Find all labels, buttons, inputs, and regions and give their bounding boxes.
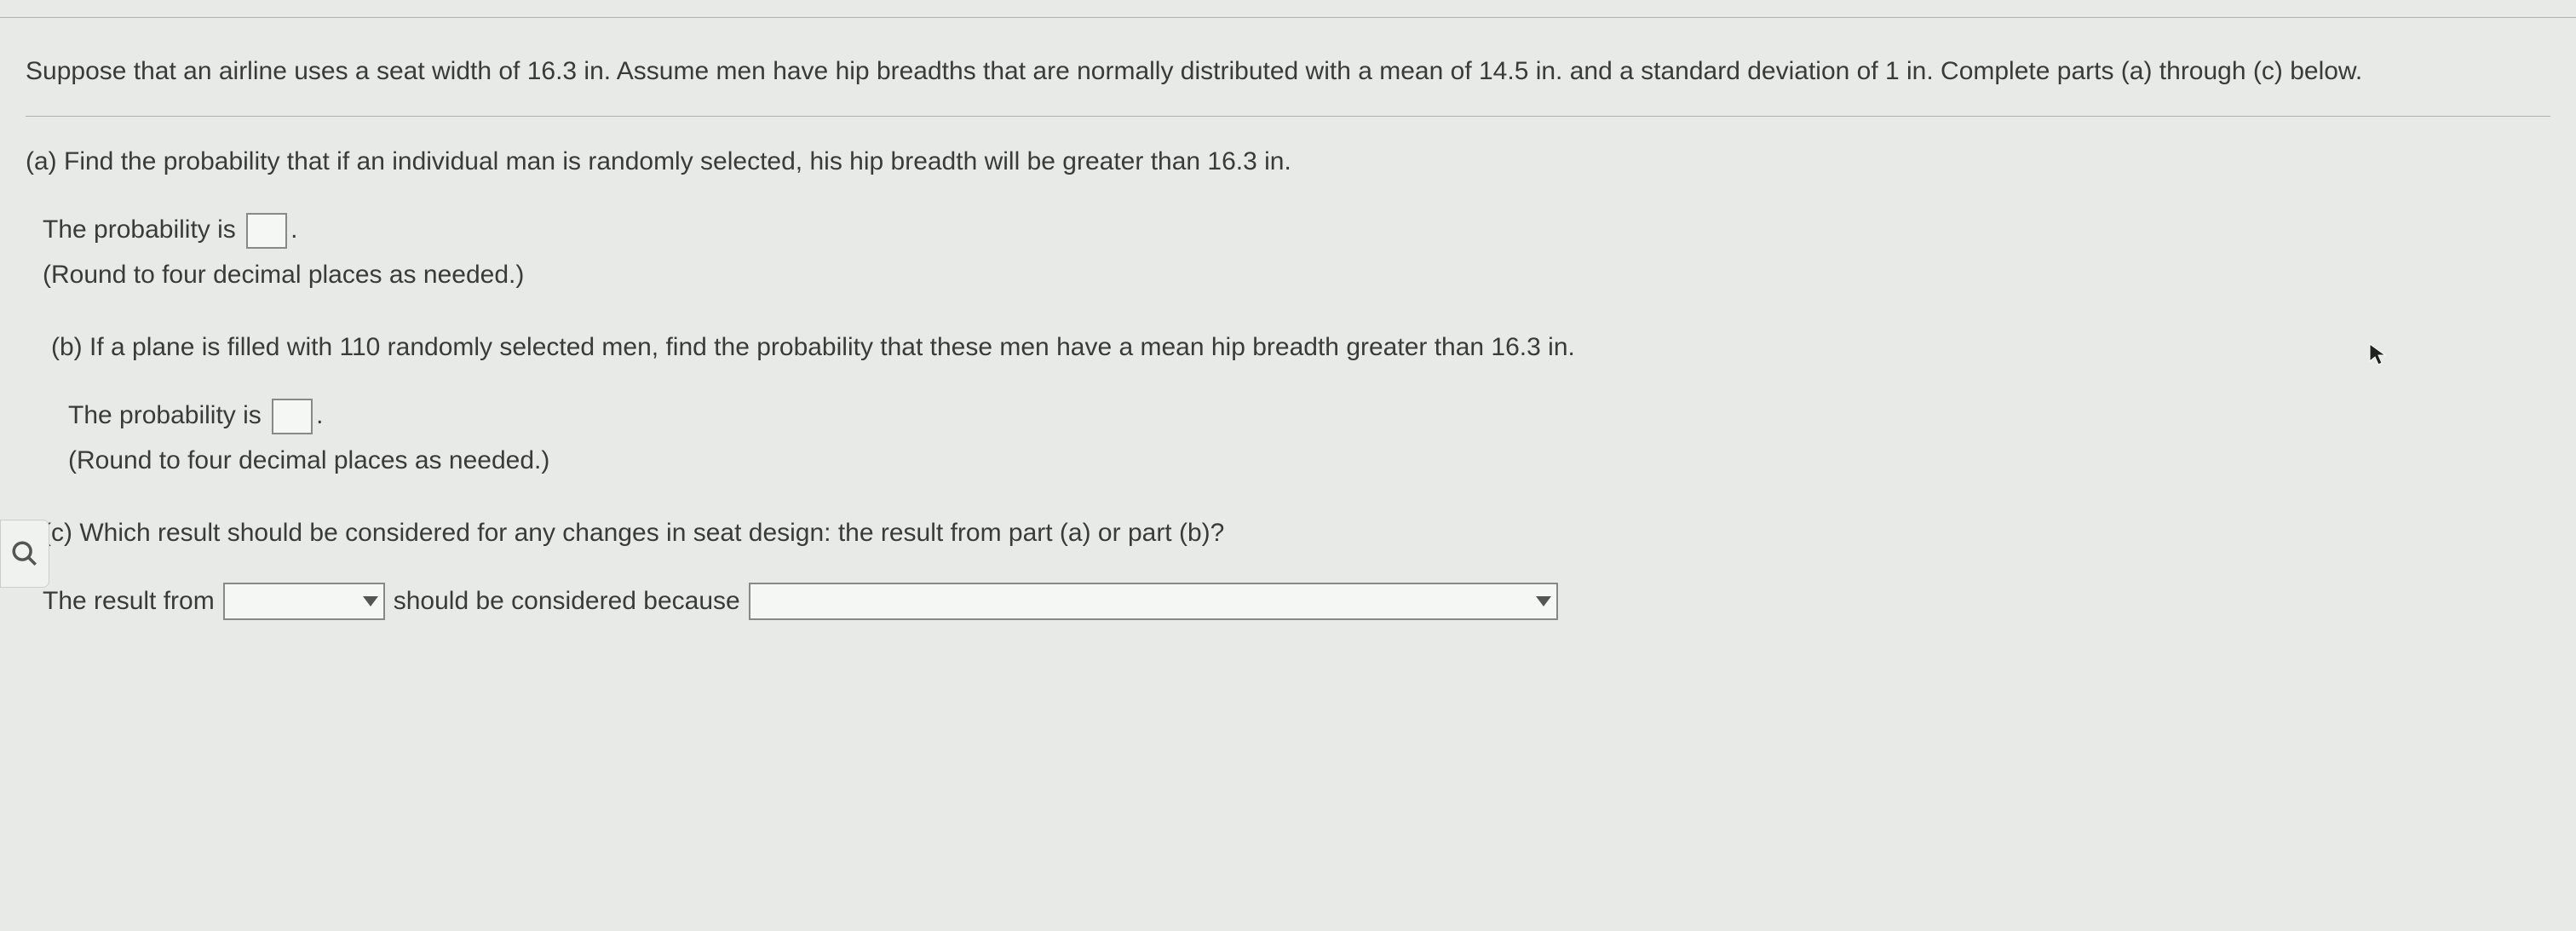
- part-b: (b) If a plane is filled with 110 random…: [26, 328, 2550, 480]
- part-c-answer-prefix: The result from: [43, 582, 215, 620]
- part-c-answer-line: The result from should be considered bec…: [26, 582, 2550, 620]
- part-a-answer-prefix: The probability is: [43, 216, 236, 244]
- part-b-answer-prefix: The probability is: [68, 401, 262, 429]
- part-c-dropdown-2[interactable]: [749, 583, 1558, 620]
- search-tab[interactable]: [0, 520, 49, 588]
- part-a-answer-line: The probability is .: [26, 210, 2550, 249]
- part-c-answer-mid: should be considered because: [394, 582, 740, 620]
- part-a: (a) Find the probability that if an indi…: [26, 142, 2550, 294]
- cursor-icon: [2368, 341, 2389, 376]
- part-b-hint: (Round to four decimal places as needed.…: [26, 441, 2550, 480]
- part-b-answer-line: The probability is .: [26, 396, 2550, 434]
- question-stem: Suppose that an airline uses a seat widt…: [26, 52, 2550, 117]
- part-c: (c) Which result should be considered fo…: [26, 514, 2550, 620]
- part-b-question: (b) If a plane is filled with 110 random…: [26, 328, 2550, 366]
- part-a-hint: (Round to four decimal places as needed.…: [26, 256, 2550, 294]
- part-b-answer-suffix: .: [316, 401, 323, 429]
- part-b-input[interactable]: [272, 399, 313, 434]
- part-a-input[interactable]: [246, 213, 287, 249]
- search-icon: [10, 539, 39, 568]
- chevron-down-icon: [363, 596, 378, 606]
- stem-text: Suppose that an airline uses a seat widt…: [26, 57, 2362, 85]
- part-a-answer-suffix: .: [290, 216, 297, 244]
- part-c-question: (c) Which result should be considered fo…: [26, 514, 2550, 552]
- question-content: Suppose that an airline uses a seat widt…: [0, 18, 2576, 680]
- chevron-down-icon: [1536, 596, 1551, 606]
- part-a-question: (a) Find the probability that if an indi…: [26, 142, 2550, 181]
- part-c-dropdown-1[interactable]: [223, 583, 385, 620]
